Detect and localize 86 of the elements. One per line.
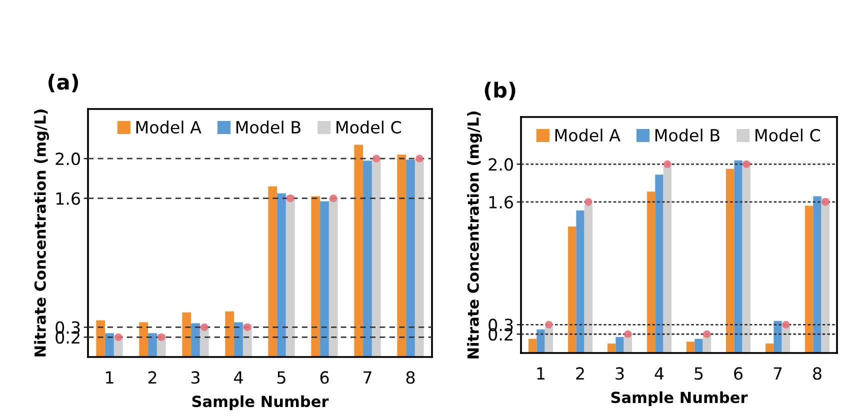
point — [584, 198, 592, 206]
bar — [268, 186, 278, 357]
point — [416, 154, 424, 162]
legend-label: Model A — [136, 120, 202, 134]
point — [200, 323, 208, 332]
bar — [320, 201, 329, 357]
legend-label: Model A — [555, 128, 620, 142]
x-tick-label: 4 — [654, 367, 664, 380]
legend-label: Model B — [655, 128, 720, 142]
point — [703, 330, 711, 338]
chart-title: (b) — [484, 82, 516, 100]
point — [372, 154, 380, 162]
bar — [354, 144, 364, 357]
bar — [397, 154, 406, 357]
point — [244, 323, 252, 332]
bar — [694, 338, 703, 353]
x-tick-label: 6 — [734, 367, 743, 380]
x-tick-label: 8 — [813, 367, 822, 380]
x-axis-title: Sample Number — [192, 395, 329, 410]
bar — [139, 322, 148, 357]
bar — [805, 206, 814, 353]
point — [158, 333, 166, 341]
legend-label: Model B — [236, 120, 300, 134]
y-tick-label: 1.6 — [489, 196, 514, 209]
point — [822, 198, 830, 206]
x-tick-label: 7 — [774, 367, 782, 380]
bar — [616, 336, 624, 353]
bar — [584, 204, 592, 353]
bar — [328, 197, 338, 357]
point — [330, 194, 338, 202]
bar — [663, 166, 672, 353]
point — [664, 160, 672, 168]
bar — [821, 198, 830, 353]
bar — [734, 160, 742, 353]
bar — [568, 226, 576, 353]
bar — [372, 158, 381, 357]
bar — [686, 342, 695, 353]
bar — [286, 195, 295, 357]
x-tick-label: 2 — [148, 371, 156, 384]
bar — [406, 160, 415, 357]
bar — [311, 196, 320, 357]
bar — [576, 210, 584, 353]
y-axis-title: Nitrate Concentration (mg/L) — [467, 112, 482, 358]
bar — [277, 193, 286, 357]
y-tick-label: 2.0 — [488, 158, 513, 171]
bar — [647, 192, 656, 353]
point — [114, 333, 122, 341]
y-axis-title: Nitrate Concentration (mg/L) — [34, 110, 49, 356]
x-tick-label: 5 — [277, 371, 286, 384]
point — [624, 330, 632, 338]
bar — [528, 338, 537, 353]
x-tick-label: 8 — [406, 371, 415, 384]
x-tick-label: 3 — [616, 367, 624, 380]
bar — [536, 329, 545, 353]
bar — [105, 333, 114, 357]
x-tick-label: 3 — [191, 371, 200, 384]
bar — [234, 322, 243, 357]
bar — [191, 323, 200, 357]
point — [545, 320, 553, 328]
bar — [655, 174, 664, 353]
bar — [742, 161, 750, 353]
bar — [414, 158, 424, 357]
y-tick-label: 1.6 — [56, 192, 80, 205]
bar — [726, 168, 734, 353]
x-tick-label: 1 — [537, 367, 545, 380]
bar — [96, 320, 106, 357]
y-tick-label: 2.0 — [56, 152, 80, 166]
x-tick-label: 6 — [320, 371, 329, 384]
x-tick-label: 1 — [106, 371, 114, 384]
legend-label: Model C — [336, 120, 402, 134]
legend-label: Model C — [756, 128, 820, 142]
x-tick-label: 5 — [694, 367, 703, 380]
point — [782, 320, 790, 328]
x-tick-label: 7 — [364, 371, 372, 384]
x-axis-title: Sample Number — [611, 391, 748, 406]
bar — [363, 160, 372, 357]
bar — [813, 196, 822, 353]
point — [742, 160, 750, 168]
bar — [148, 333, 157, 357]
x-tick-label: 2 — [576, 367, 584, 380]
chart-title: (a) — [48, 74, 78, 92]
x-tick-label: 4 — [234, 371, 243, 384]
point — [286, 194, 294, 202]
bar — [225, 311, 234, 357]
bar — [182, 312, 192, 357]
bar — [774, 320, 782, 353]
